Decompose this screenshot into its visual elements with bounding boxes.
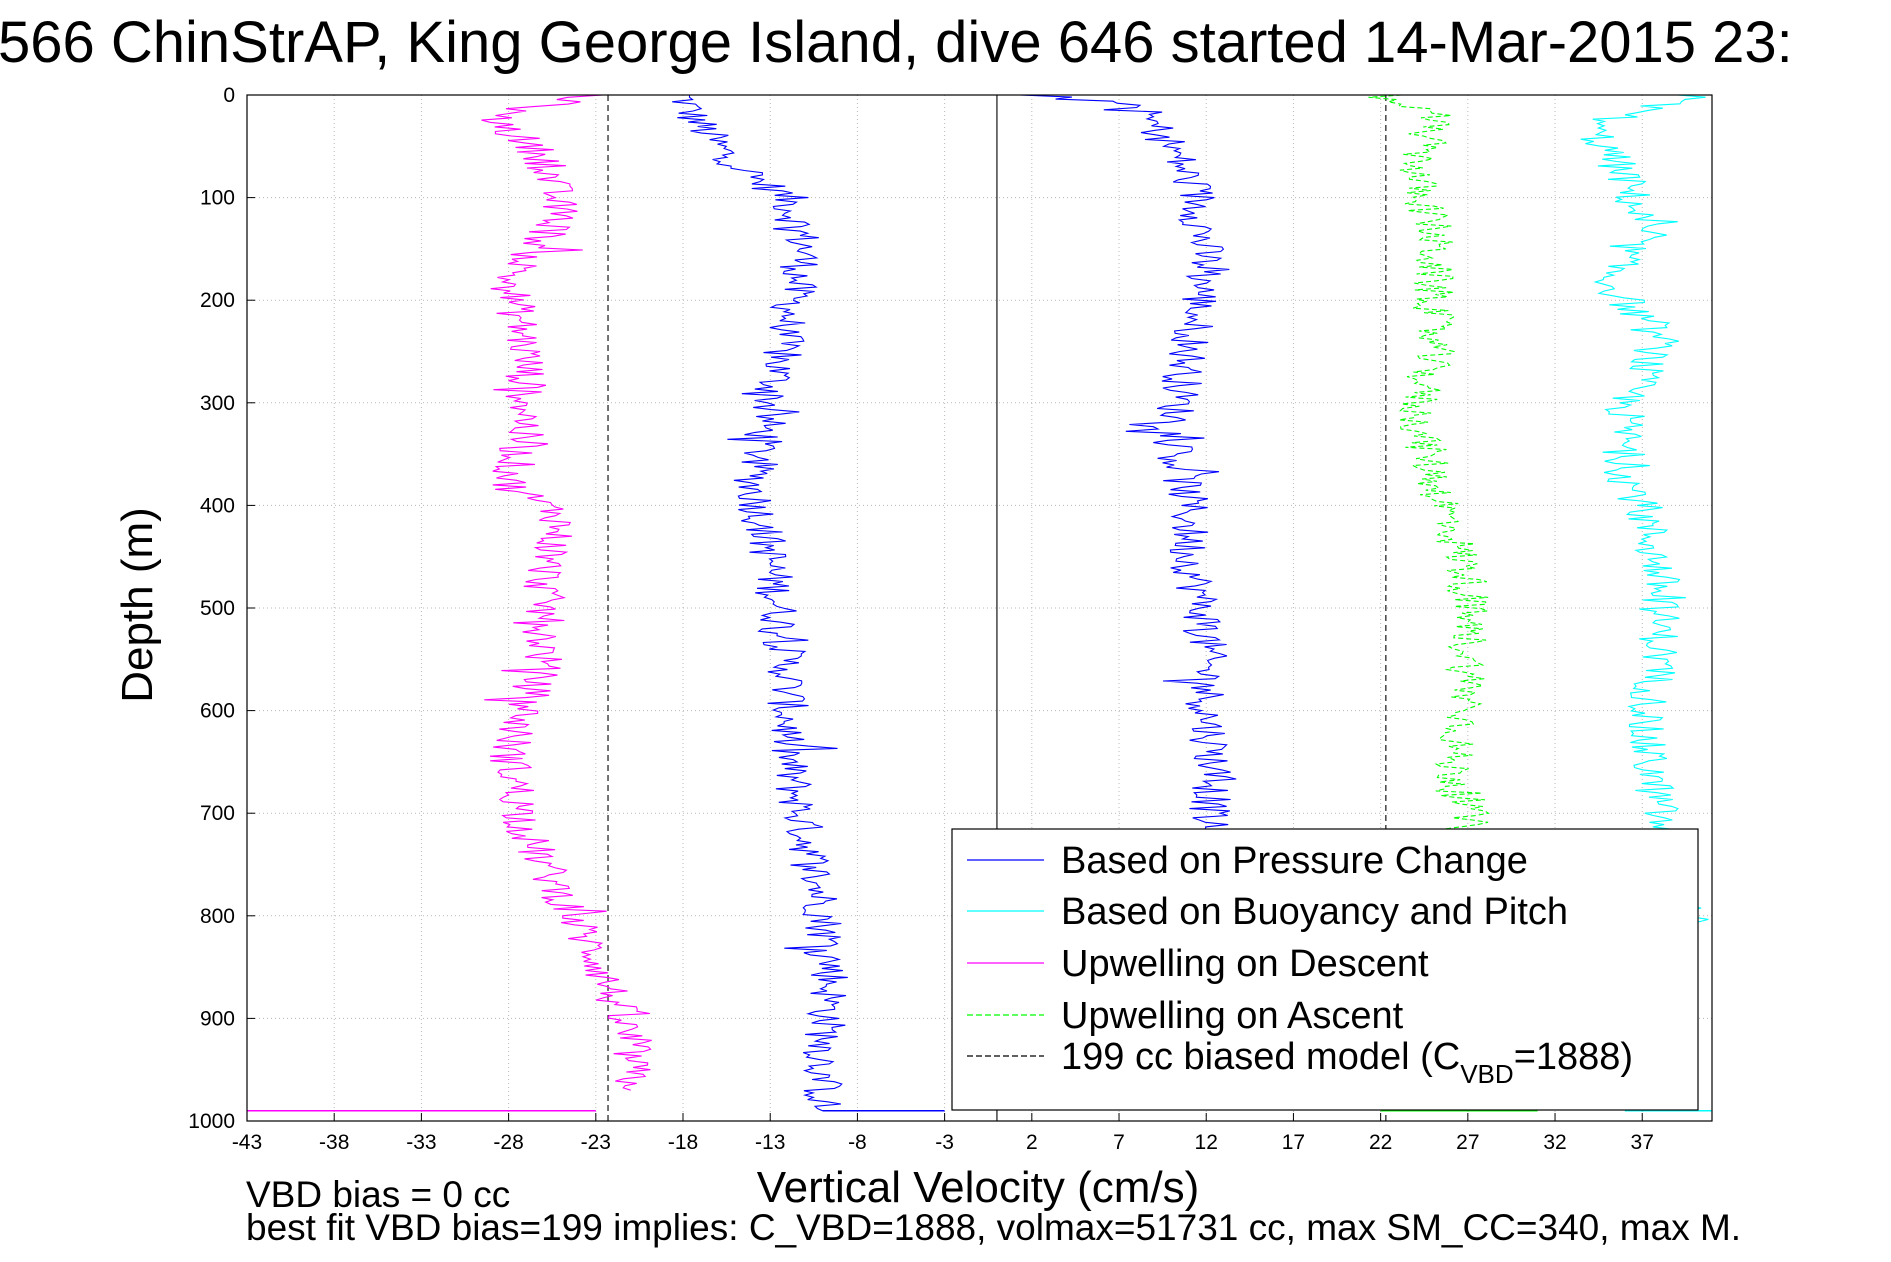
y-tick-label: 800 [200,905,235,928]
chart-title: 566 ChinStrAP, King George Island, dive … [0,10,1793,75]
series-group [247,94,1712,1112]
x-tick-label: -3 [935,1131,954,1154]
x-tick-label: 17 [1282,1131,1305,1154]
x-tick-label: -33 [406,1131,436,1154]
x-tick-label: -23 [581,1131,611,1154]
legend: Based on Pressure Change Based on Buoyanc… [951,828,1699,1111]
x-tick-label: -13 [755,1131,785,1154]
series-line [481,94,652,1091]
series-line [672,95,848,1112]
legend-label: Upwelling on Ascent [1061,995,1404,1037]
x-axis-ticks: -43 -38 -33 -28 -23 -18 -13 -8 -3 2 7 12 17 22 27 32 37 [232,1113,1654,1154]
x-tick-label: -43 [232,1131,262,1154]
x-tick-label: 7 [1113,1131,1125,1154]
series-line [948,94,1237,835]
y-tick-label: 200 [200,289,235,312]
x-tick-label: -18 [668,1131,698,1154]
y-tick-label: 900 [200,1007,235,1030]
y-tick-label: 500 [200,597,235,620]
y-tick-label: 700 [200,802,235,825]
x-tick-label: 12 [1195,1131,1218,1154]
x-tick-label: 22 [1369,1131,1392,1154]
y-axis-ticks: 0 100 200 300 400 500 600 700 800 900 1000 [188,84,255,1133]
y-tick-label: 1000 [188,1110,235,1133]
series-line [1368,94,1490,835]
x-tick-label: -38 [319,1131,349,1154]
y-axis-label: Depth (m) [113,507,162,703]
x-tick-label: 37 [1631,1131,1654,1154]
legend-box [951,828,1699,1111]
y-tick-label: 0 [223,84,235,107]
legend-label: Upwelling on Descent [1061,943,1429,985]
vbd-bias-note: VBD bias = 0 cc [246,1174,510,1215]
x-axis-label: Vertical Velocity (cm/s) [757,1163,1200,1212]
legend-label: 199 cc biased model (CVBD=1888) [1061,1036,1633,1089]
y-tick-label: 400 [200,494,235,517]
x-tick-label: 32 [1543,1131,1566,1154]
x-tick-label: -28 [493,1131,523,1154]
legend-label: Based on Pressure Change [1061,840,1528,882]
x-tick-label: 2 [1026,1131,1038,1154]
series-line [1580,94,1709,927]
y-tick-label: 300 [200,392,235,415]
x-tick-label: 27 [1456,1131,1479,1154]
legend-label: Based on Buoyancy and Pitch [1061,891,1568,933]
grid [246,94,1712,1122]
x-tick-label: -8 [848,1131,867,1154]
y-tick-label: 600 [200,700,235,723]
y-tick-label: 100 [200,187,235,210]
best-fit-note: best fit VBD bias=199 implies: C_VBD=188… [246,1207,1741,1248]
